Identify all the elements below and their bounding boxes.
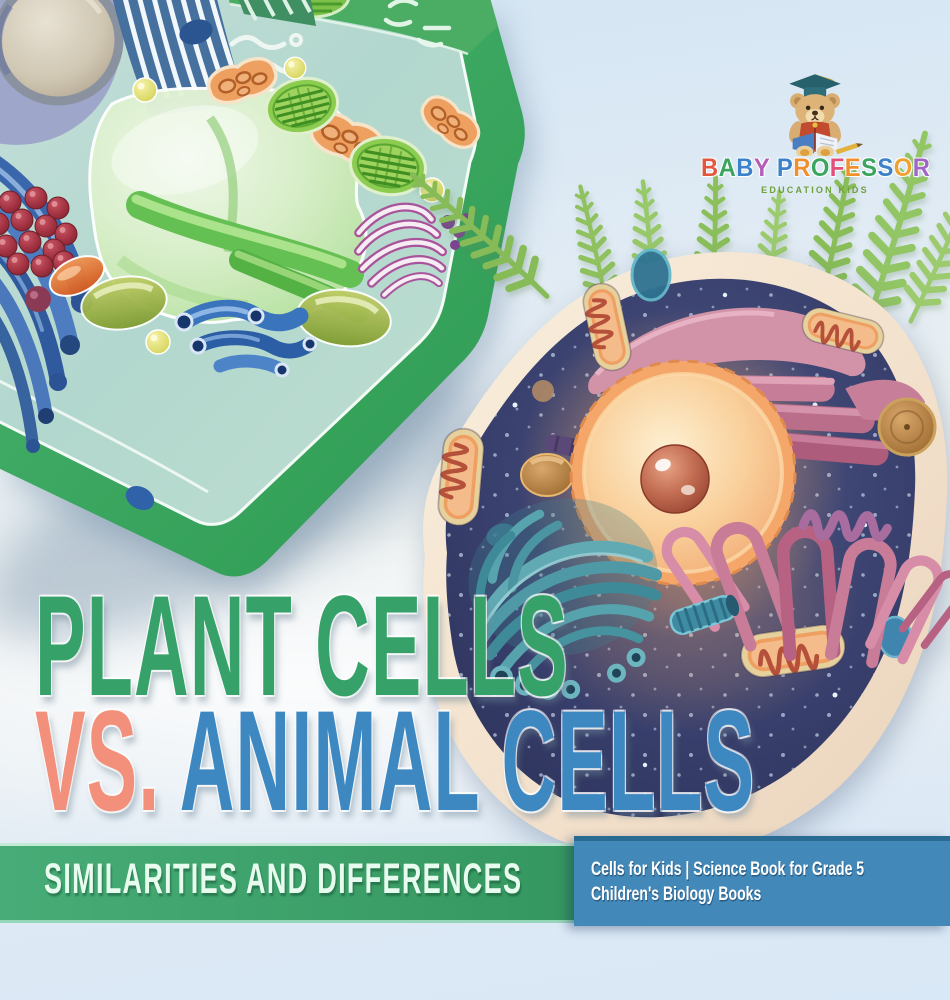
- tagline-box: Cells for Kids | Science Book for Grade …: [574, 836, 950, 926]
- nucleolus: [640, 444, 710, 514]
- subtitle-banner: SIMILARITIES AND DIFFERENCES: [0, 843, 600, 923]
- golden-vesicle: [520, 453, 574, 497]
- plant-golgi-apparatus: [354, 202, 471, 299]
- small-vacuoles: [80, 275, 392, 348]
- plant-cell-model-illustration: [0, 0, 525, 577]
- title-line2-rest: ANIMAL CELLS: [179, 682, 756, 841]
- title-line2: VS. ANIMAL CELLS: [35, 690, 755, 833]
- banner-text: SIMILARITIES AND DIFFERENCES: [44, 855, 523, 903]
- central-vacuole: [88, 86, 369, 324]
- title-line1: PLANT CELLS: [35, 567, 569, 726]
- publisher-logo: BABY PROFESSOR EDUCATION KIDS: [695, 70, 935, 195]
- centriole: [669, 594, 740, 635]
- logo-wordmark: BABY PROFESSOR: [701, 154, 931, 182]
- rough-er: [650, 509, 950, 672]
- title-vs: VS.: [35, 682, 161, 841]
- orange-organelle: [48, 255, 106, 297]
- logo-subtitle: EDUCATION KIDS: [761, 185, 869, 195]
- smooth-er-teal: [468, 498, 663, 700]
- purple-vesicle: [25, 286, 51, 312]
- cell-wall-squiggles: [383, 0, 452, 48]
- animal-cell-model-illustration: [423, 248, 950, 860]
- blue-tubule-organelle: [174, 299, 318, 378]
- tagline-line1: Cells for Kids | Science Book for Grade …: [591, 858, 865, 880]
- green-striped-bundle: [238, 0, 316, 26]
- tagline-line2: Children's Biology Books: [591, 883, 762, 905]
- plant-nucleus: [0, 0, 124, 145]
- baby-professor-bear-icon: [789, 74, 864, 156]
- lysosome: [877, 397, 937, 457]
